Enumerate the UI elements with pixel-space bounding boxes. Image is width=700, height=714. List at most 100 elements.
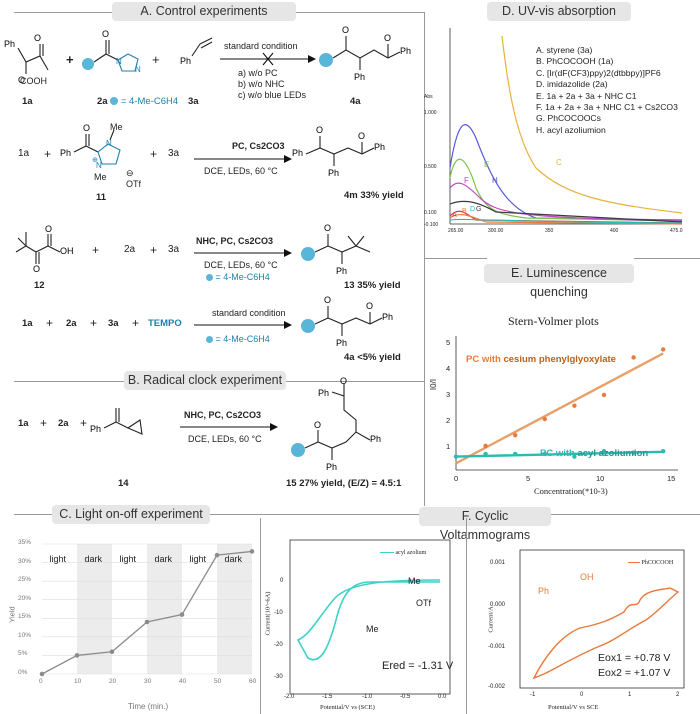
svg-text:O: O [324, 295, 331, 305]
y-tick-label: 10% [18, 631, 32, 639]
aryl-ball-icon [110, 97, 119, 106]
svg-text:Ph: Ph [400, 46, 411, 56]
sv-point-orange [572, 403, 577, 408]
uv-curve-d [449, 218, 683, 224]
dark-phase-band [147, 544, 182, 674]
arrow-reagents: PC, Cs2CO3 [232, 141, 285, 151]
sv-fit-teal [455, 450, 664, 458]
svg-text:O: O [314, 420, 321, 430]
uv-xtick: 400 [610, 228, 619, 234]
phase-label: light [49, 554, 67, 564]
uv-xtick: 265.00 [448, 228, 464, 234]
svg-text:OH: OH [60, 246, 74, 256]
uv-legend-item: C. [Ir(dF(CF3)ppy)2(dtbbpy)]PF6 [536, 67, 661, 78]
phase-label: dark [224, 554, 243, 564]
aryl-ball-icon [206, 336, 213, 344]
reactant-1a: 1a [18, 418, 29, 429]
cv1-ytick: 0 [280, 578, 284, 584]
svg-text:O: O [45, 224, 52, 234]
plus-sign: + [40, 416, 48, 430]
light-onoff-chart [39, 543, 255, 677]
cv2-ytick: 0.000 [490, 602, 506, 608]
x-tick-label: 20 [109, 678, 117, 685]
uv-legend-item: G. PhCOCOOCs [536, 113, 601, 124]
svg-text:O: O [384, 33, 391, 43]
sv-point-teal [513, 451, 518, 457]
yield-15: 15 27% yield, (E/Z) = 4.5:1 [286, 478, 402, 489]
svg-text:Ph: Ph [374, 142, 385, 152]
product-4m-structure: Ph O O Ph Ph [292, 125, 385, 178]
uv-legend-item: A. styrene (3a) [536, 45, 593, 55]
arrow-top-text: standard condition [224, 41, 298, 51]
uv-xtick: 475.0 [670, 228, 683, 234]
arrow-top-text: NHC, PC, Cs2CO3 [184, 410, 261, 420]
yield-4a: 4a <5% yield [344, 352, 401, 363]
svg-text:Ph: Ph [180, 56, 191, 66]
uv-ytick: -0.100 [424, 222, 439, 228]
svg-text:N: N [116, 57, 122, 66]
sv-ytick: 2 [446, 416, 451, 425]
arrow-bottom-text: DCE, LEDs, 60 °C [204, 166, 278, 176]
yield-point [249, 549, 255, 554]
cv1-ytick: -20 [274, 642, 283, 648]
cyclopropane-14-structure: Ph [90, 408, 143, 435]
svg-text:Ph: Ph [90, 424, 101, 434]
svg-text:O: O [324, 223, 331, 233]
sv-point-orange [483, 443, 488, 449]
sv-point-teal [661, 449, 666, 454]
sv-xtick: 0 [454, 474, 459, 483]
sv-series-suffix: cesium phenylglyoxylate [503, 354, 616, 365]
x-tick-label: 10 [74, 678, 82, 685]
uv-curve-label-f: F [464, 176, 469, 185]
yield-point [74, 653, 80, 658]
reaction-arrow-crossed [220, 52, 316, 66]
cv1-ytick: -10 [274, 610, 283, 616]
compound-label-2a: 2a = 4-Me-C6H4 [97, 96, 178, 107]
imidazolide-structure: O N N [82, 29, 141, 74]
aryl-def-text: = 4-Me-C6H4 [215, 272, 270, 282]
condition-b: b) w/o NHC [238, 79, 285, 89]
product-13-structure: O Ph [301, 223, 371, 276]
uv-legend-item: E. 1a + 2a + 3a + NHC C1 [536, 90, 637, 101]
cv1-methyl-bottom: Me [366, 624, 379, 634]
aryl-definition: = 4-Me-C6H4 [206, 334, 270, 344]
reactant-3a: 3a [108, 318, 119, 329]
product-4a-structure: O O Ph Ph [319, 25, 411, 82]
reactant-2a: 2a [124, 244, 136, 255]
uv-legend-item: F. 1a + 2a + 3a + NHC C1 + Cs2CO3 [536, 102, 678, 113]
separator [634, 258, 700, 259]
svg-text:N: N [135, 65, 141, 74]
cv1-xtick: 0.0 [438, 694, 447, 700]
yield-13: 13 35% yield [344, 280, 401, 291]
svg-text:Ph: Ph [318, 388, 329, 398]
time-axis-label: Time (min.) [128, 702, 169, 711]
sv-ytick: 4 [446, 364, 451, 373]
cv2-molecule-oh: OH [580, 572, 594, 582]
aryl-definition: = 4-Me-C6H4 [120, 96, 179, 107]
arrow-reagents: NHC, PC, Cs2CO3 [196, 236, 274, 246]
uv-curve-g [449, 200, 683, 223]
product-yield-13: 13 35% yield [344, 280, 401, 291]
arrow-reagents: NHC, PC, Cs2CO3 [184, 410, 262, 420]
aryl-def-text: = 4-Me-C6H4 [215, 334, 270, 344]
svg-text:Ph: Ph [328, 168, 339, 178]
phenylglyoxylic-acid-structure: O Ph O [4, 33, 49, 85]
svg-text:O: O [342, 25, 349, 35]
sv-series-prefix: PC with [540, 448, 575, 459]
cv2-ylabel: Current/A [487, 606, 495, 633]
yield-4m: 4m 33% yield [344, 190, 404, 201]
plus-sign: + [150, 243, 158, 257]
reaction-arrow [194, 155, 292, 163]
panel-title-luminescence: E. Luminescence quenching [484, 264, 634, 299]
styrene-structure: Ph [180, 37, 213, 66]
uv-curve-label-b: B [462, 208, 467, 215]
phase-label: dark [84, 554, 103, 564]
phase-label: light [119, 554, 137, 564]
svg-text:⊕: ⊕ [92, 157, 98, 164]
cv1-ytick: -30 [274, 674, 283, 680]
uv-legend: A. styrene (3a) B. PhCOCOOH (1a) C. [Ir(… [536, 45, 678, 136]
cv1-legend-text: acyl azolium [395, 550, 427, 556]
cv1-curve [296, 579, 441, 661]
yield-point [39, 671, 45, 677]
cv2-ytick: -0.002 [488, 684, 506, 690]
